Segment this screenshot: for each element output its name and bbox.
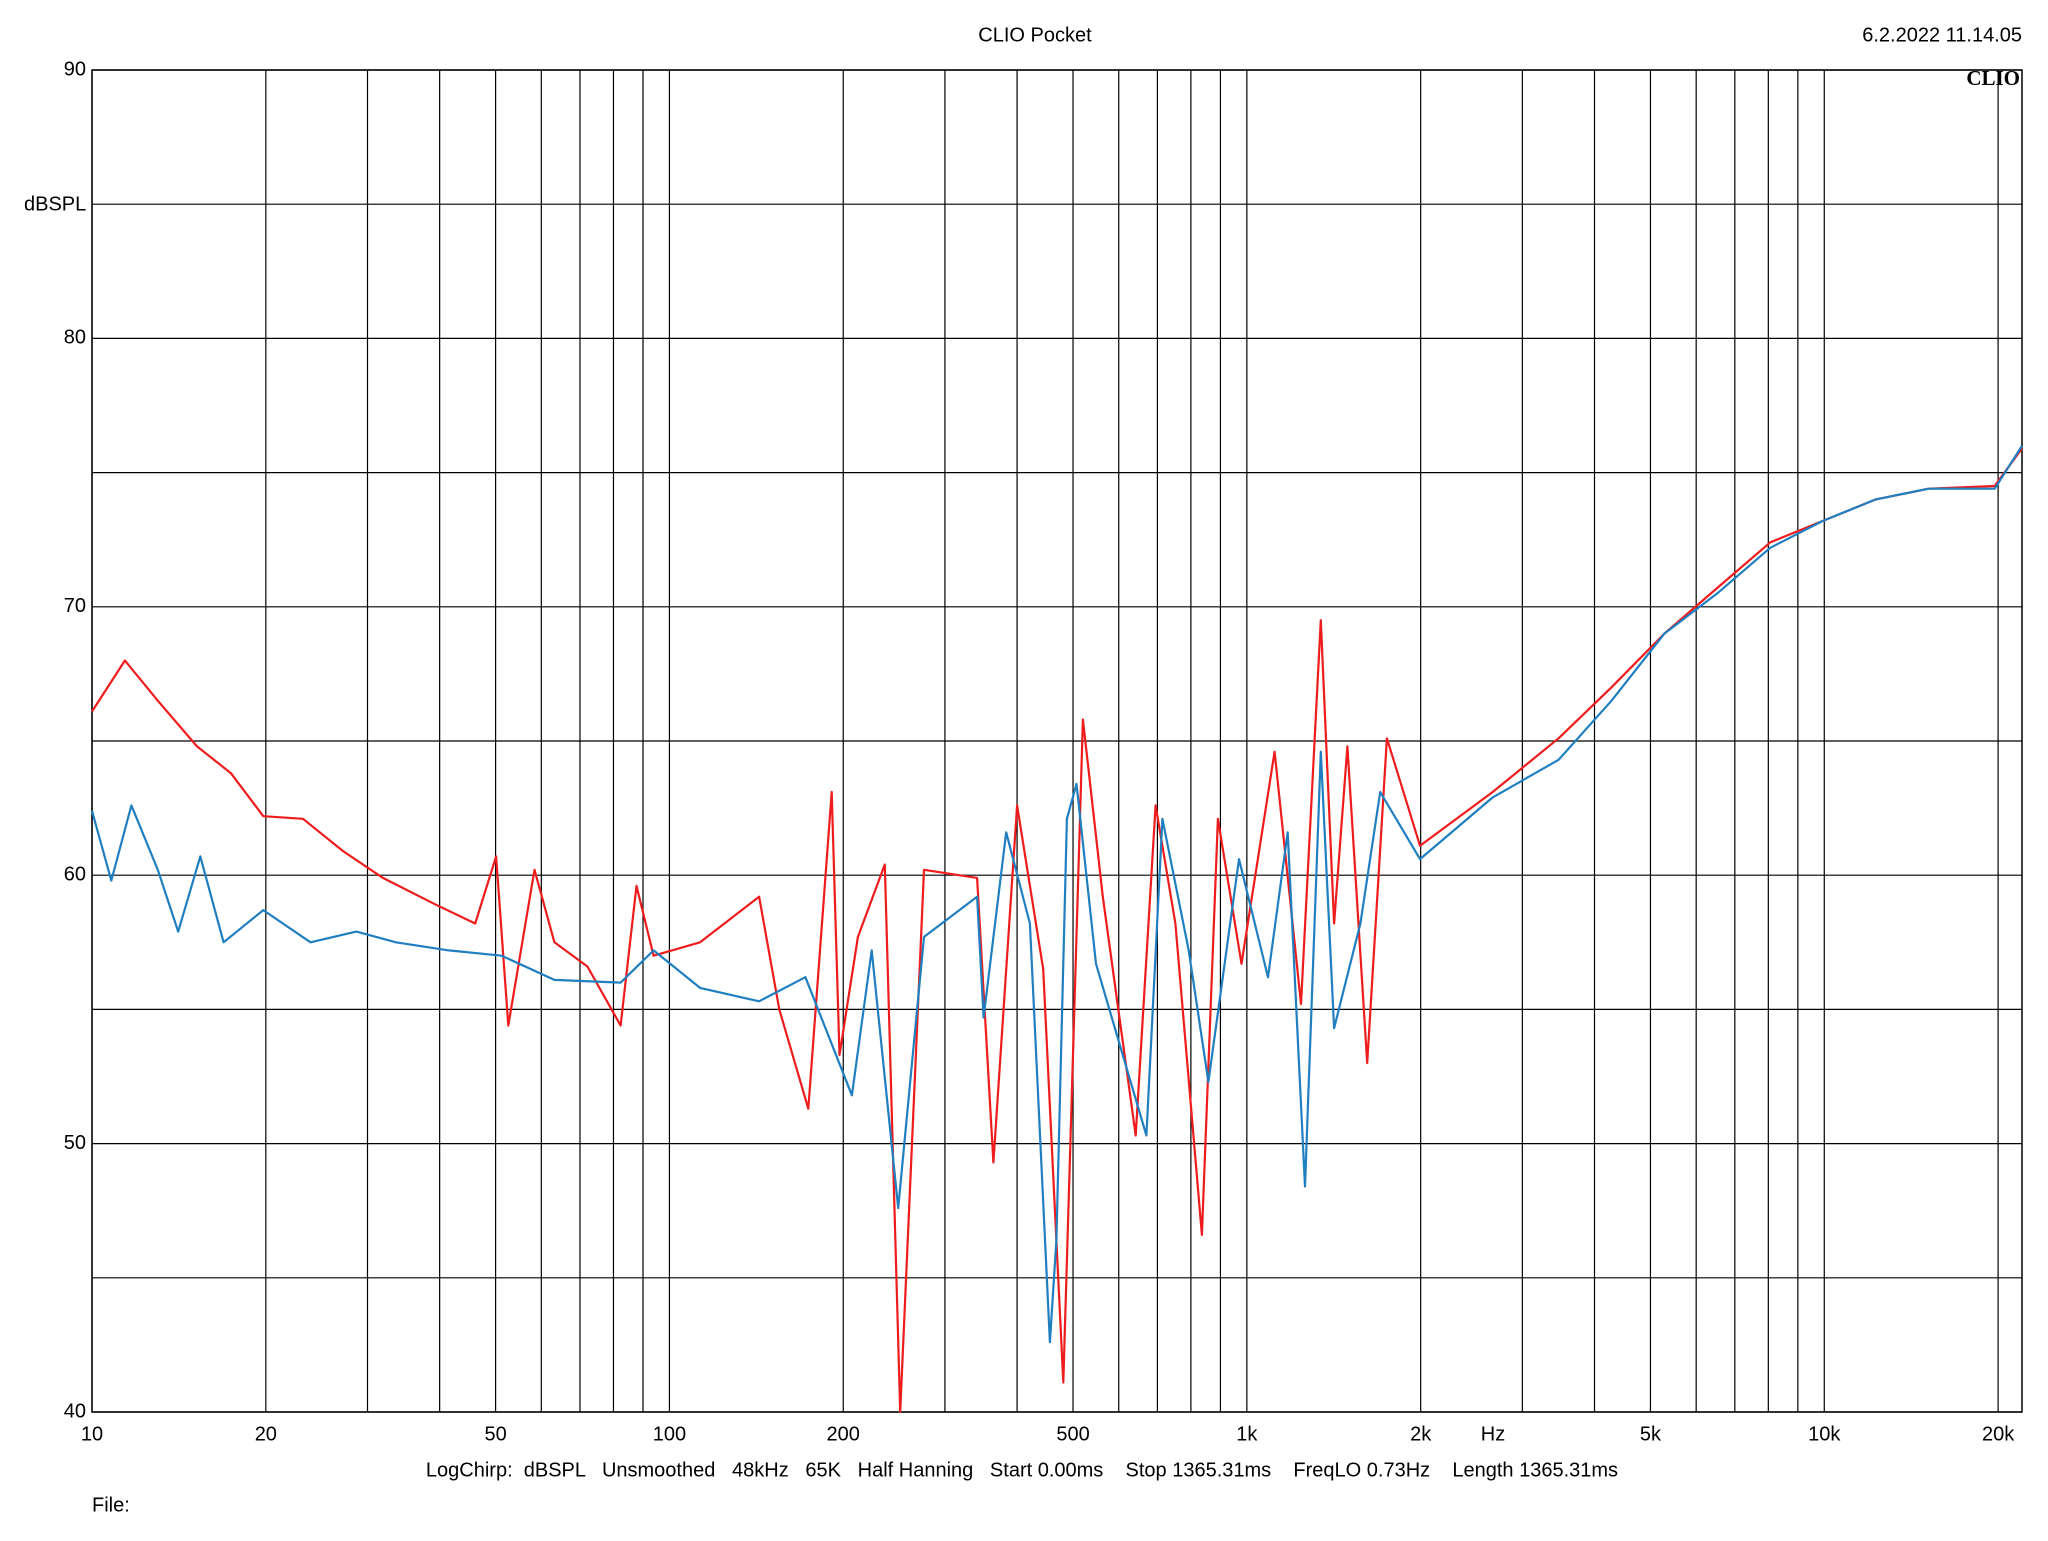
x-tick-label: 1k bbox=[1236, 1423, 1258, 1445]
plot-frame bbox=[91, 69, 2023, 1413]
file-label: File: bbox=[92, 1494, 130, 1516]
x-tick-label: 5k bbox=[1640, 1423, 1662, 1445]
y-tick-label: 80 bbox=[64, 327, 86, 349]
x-tick-label: 10 bbox=[81, 1423, 103, 1445]
x-axis-label: Hz bbox=[1481, 1423, 1505, 1445]
y-axis-label: dBSPL bbox=[24, 193, 86, 215]
x-tick-label: 20 bbox=[255, 1423, 277, 1445]
y-tick-label: 70 bbox=[64, 595, 86, 617]
response-line bbox=[91, 447, 2023, 1414]
x-tick-label: 50 bbox=[484, 1423, 506, 1445]
x-tick-label: 20k bbox=[1982, 1423, 2015, 1445]
x-tick-label: 200 bbox=[827, 1423, 860, 1445]
footer: LogChirp: dBSPL Unsmoothed 48kHz 65K Hal… bbox=[426, 1459, 1618, 1481]
y-tick-label: 90 bbox=[64, 58, 86, 80]
y-tick-label: 40 bbox=[64, 1400, 86, 1422]
response-line bbox=[90, 445, 2023, 1344]
y-tick-label: 50 bbox=[64, 1132, 86, 1154]
x-tick-label: 2k bbox=[1410, 1423, 1432, 1445]
x-tick-label: 10k bbox=[1808, 1423, 1841, 1445]
timestamp: 6.2.2022 11.14.05 bbox=[1862, 24, 2022, 46]
y-tick-label: 60 bbox=[64, 863, 86, 885]
chart-title: CLIO Pocket bbox=[978, 24, 1092, 46]
x-tick-label: 500 bbox=[1056, 1423, 1089, 1445]
x-tick-label: 100 bbox=[653, 1423, 686, 1445]
